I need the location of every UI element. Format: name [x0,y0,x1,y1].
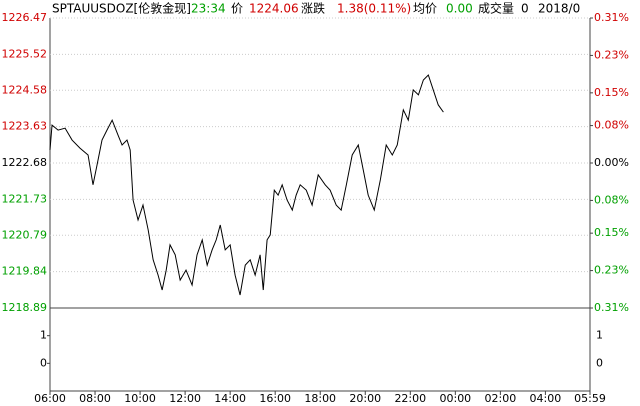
y-tick-label: 1222.68 [2,156,48,169]
y2-tick-label: 0.31% [594,11,629,24]
y2-tick-label: 0.00% [594,156,629,169]
change: 1.38(0.11%) [337,2,411,16]
time: 23:34 [191,2,226,16]
volume-tick-label: 1 [40,329,47,342]
x-tick-label: 02:00 [485,392,517,405]
x-tick-label: 20:00 [349,392,381,405]
x-tick-label: 18:00 [304,392,336,405]
x-tick-label: 14:00 [214,392,246,405]
y-tick-label: 1218.89 [2,301,48,314]
y2-tick-label: 0.08% [594,193,629,206]
x-tick-label: 06:00 [34,392,66,405]
change-label: 涨跌 [301,1,325,16]
x-tick-label: 10:00 [124,392,156,405]
x-tick-label: 12:00 [169,392,201,405]
x-tick-label: 00:00 [439,392,471,405]
x-tick-label: 04:00 [530,392,562,405]
x-tick-label: 22:00 [394,392,426,405]
volume-tick-label-right: 1 [596,329,603,342]
y-tick-label: 1224.58 [2,83,48,96]
volume-tick-label-right: 0 [596,356,603,369]
volume: 0 [521,2,529,16]
avg-label: 均价 [413,2,437,16]
y2-tick-label: 0.15% [594,226,629,239]
date: 2018/0 [538,2,580,16]
y-tick-label: 1223.63 [2,120,48,133]
y-tick-label: 1220.79 [2,228,48,241]
x-tick-label: 16:00 [259,392,291,405]
y2-tick-label: 0.08% [594,119,629,132]
y-tick-label: 1225.52 [2,47,48,60]
y2-tick-label: 0.31% [594,301,629,314]
y2-tick-label: 0.15% [594,86,629,99]
y-tick-label: 1219.84 [2,265,48,278]
avg: 0.00 [446,2,473,16]
y2-tick-label: 0.23% [594,48,629,61]
x-tick-label: 05:59 [574,392,606,405]
symbol: SPTAUUSDOZ[伦敦金现] [52,1,191,16]
price-label: 价 [231,2,243,16]
x-tick-label: 08:00 [79,392,111,405]
y-tick-label: 1221.73 [2,192,48,205]
y2-tick-label: 0.23% [594,264,629,277]
volume-label: 成交量 [478,1,514,16]
volume-tick-label: 0 [40,356,47,369]
price: 1224.06 [249,2,299,16]
price-line [49,74,444,296]
y-tick-label: 1226.47 [2,11,48,24]
